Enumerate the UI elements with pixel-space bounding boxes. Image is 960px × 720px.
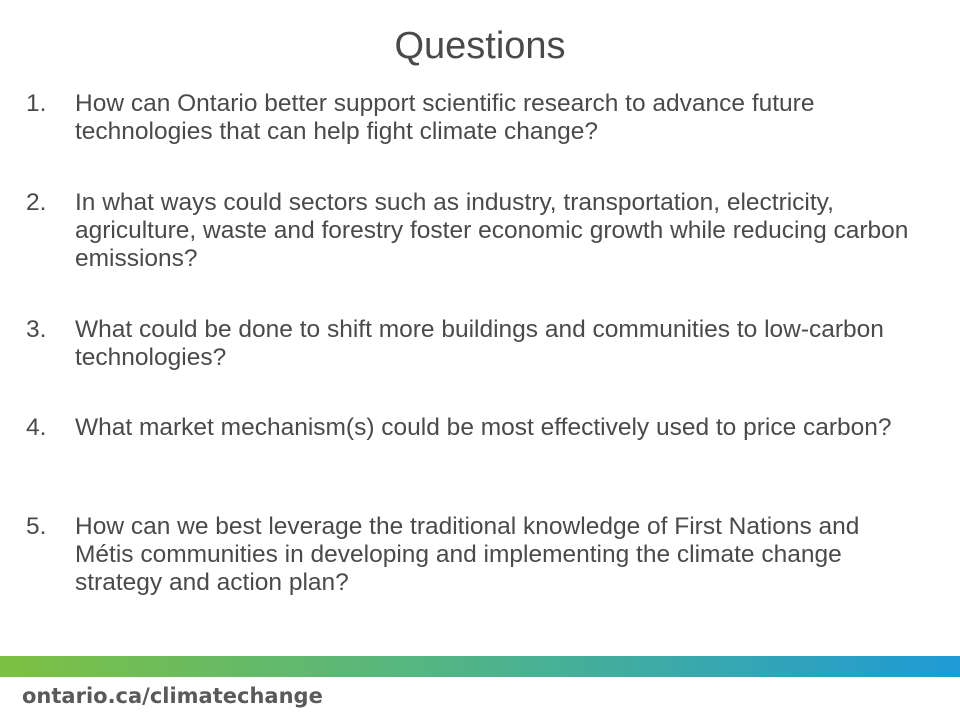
question-text: What market mechanism(s) could be most e… xyxy=(75,414,892,441)
slide-title: Questions xyxy=(394,25,566,67)
footer-url: ontario.ca/climatechange xyxy=(22,684,323,708)
question-number: 5. xyxy=(26,513,47,540)
list-item: 2. In what ways could sectors such as in… xyxy=(26,189,910,273)
question-number: 2. xyxy=(26,189,47,216)
question-text: In what ways could sectors such as indus… xyxy=(75,189,909,272)
question-text: What could be done to shift more buildin… xyxy=(75,316,884,371)
footer-gradient-bar xyxy=(0,656,960,677)
list-item: 3. What could be done to shift more buil… xyxy=(26,316,910,372)
question-number: 1. xyxy=(26,90,47,117)
list-item: 4. What market mechanism(s) could be mos… xyxy=(26,414,910,442)
question-text: How can Ontario better support scientifi… xyxy=(75,90,815,145)
question-number: 3. xyxy=(26,316,47,343)
list-item: 5. How can we best leverage the traditio… xyxy=(26,513,910,597)
question-text: How can we best leverage the traditional… xyxy=(75,513,860,596)
question-number: 4. xyxy=(26,414,47,441)
list-item: 1. How can Ontario better support scient… xyxy=(26,90,910,146)
